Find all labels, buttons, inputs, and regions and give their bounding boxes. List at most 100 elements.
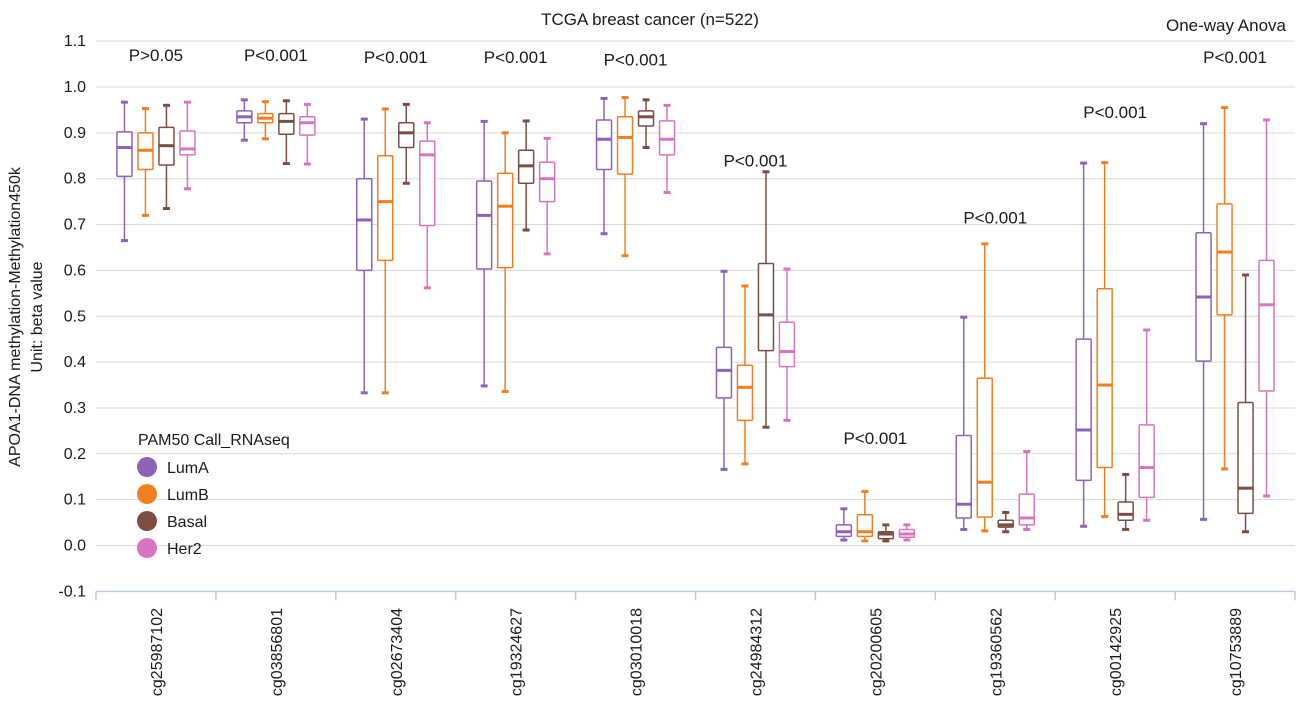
box-lumb	[976, 242, 993, 533]
box-luma	[236, 98, 253, 142]
box-iqr	[398, 122, 415, 149]
p-value-label: P<0.001	[364, 48, 428, 67]
x-tick-label: cg03010018	[629, 608, 646, 696]
box-her2	[778, 267, 796, 422]
x-axis-ticks: cg25987102 cg03856801 cg02673404 cg19324627…	[149, 608, 1245, 696]
y-tick-label: 0.2	[64, 446, 86, 463]
box-iqr	[538, 161, 556, 203]
box-iqr	[377, 155, 394, 262]
box-her2	[299, 102, 316, 166]
box-iqr	[1075, 338, 1092, 482]
box-her2	[1018, 450, 1035, 531]
box-iqr	[1018, 493, 1035, 526]
y-tick-label: 0.5	[64, 308, 86, 325]
y-axis-label: APOA1-DNA methylation-Methylation450k Un…	[7, 166, 46, 467]
y-tick-label: 0.4	[64, 354, 86, 371]
y-tick-label: 0.6	[64, 262, 86, 279]
y-tick-label: 0.7	[64, 217, 86, 234]
box-iqr	[1237, 401, 1254, 515]
box-luma	[475, 119, 493, 388]
box-iqr	[757, 262, 775, 352]
y-tick-label: 1.0	[64, 79, 86, 96]
box-lumb	[257, 100, 274, 141]
box-iqr	[1096, 287, 1113, 469]
x-tick-label: cg19360562	[988, 608, 1005, 696]
y-tick-label: 0.1	[64, 492, 86, 509]
y-tick-label: -0.1	[58, 583, 86, 600]
box-her2	[419, 121, 436, 290]
p-value-label: P<0.001	[1203, 48, 1267, 67]
box-basal	[1117, 472, 1134, 531]
box-lumb	[137, 107, 154, 217]
y-axis-label-line1: APOA1-DNA methylation-Methylation450k	[7, 166, 24, 467]
box-iqr	[715, 346, 733, 399]
legend-swatch-her2	[137, 538, 157, 558]
box-lumb	[856, 489, 874, 543]
legend-label-lumb: LumB	[167, 487, 209, 504]
x-axis	[95, 590, 1296, 601]
box-her2	[1258, 118, 1275, 498]
legend-label-her2: Her2	[167, 541, 202, 558]
box-basal	[997, 510, 1014, 534]
box-iqr	[736, 364, 754, 422]
box-luma	[595, 96, 613, 236]
box-basal	[398, 102, 415, 185]
box-iqr	[976, 377, 993, 518]
p-value-label: P<0.001	[724, 151, 788, 170]
box-lumb	[616, 96, 634, 258]
legend-items: LumA LumB Basal Her2	[137, 457, 209, 558]
y-axis-label-line2: Unit: beta value	[29, 261, 46, 372]
p-value-label: P<0.001	[1083, 103, 1147, 122]
legend: PAM50 Call_RNAseq LumA LumB Basal Her2	[137, 432, 290, 558]
box-iqr	[1216, 203, 1233, 316]
p-value-label: P<0.001	[843, 429, 907, 448]
box-her2	[658, 103, 676, 194]
box-basal	[517, 119, 535, 232]
legend-title: PAM50 Call_RNAseq	[138, 432, 290, 449]
y-tick-label: 1.1	[64, 33, 86, 50]
box-iqr	[1258, 259, 1275, 392]
box-lumb	[496, 131, 514, 393]
box-basal	[637, 98, 655, 150]
box-iqr	[299, 116, 316, 136]
box-luma	[955, 315, 972, 531]
box-luma	[116, 100, 133, 243]
box-basal	[757, 170, 775, 429]
y-tick-label: 0.9	[64, 125, 86, 142]
box-iqr	[637, 110, 655, 127]
x-tick-label: cg25987102	[149, 608, 166, 696]
p-value-label: P<0.001	[484, 48, 548, 67]
box-luma	[356, 117, 373, 395]
legend-swatch-basal	[137, 511, 157, 531]
p-value-label: P<0.001	[963, 209, 1027, 228]
x-tick-label: cg10753889	[1228, 608, 1245, 696]
box-iqr	[1117, 501, 1134, 522]
box-iqr	[778, 321, 796, 368]
box-basal	[278, 99, 295, 166]
box-basal	[877, 523, 895, 543]
x-tick-label: cg03856801	[269, 608, 286, 696]
x-tick-label: cg19324627	[509, 608, 526, 696]
p-value-label: P>0.05	[129, 46, 183, 65]
box-iqr	[1138, 424, 1155, 499]
box-luma	[1195, 122, 1212, 521]
box-iqr	[356, 177, 373, 272]
box-her2	[1138, 328, 1155, 522]
test-label: One-way Anova	[1166, 16, 1287, 35]
x-tick-label: cg24984312	[748, 608, 765, 696]
y-tick-label: 0.0	[64, 538, 86, 555]
box-iqr	[278, 112, 295, 135]
gridlines	[96, 40, 1295, 546]
box-luma	[715, 269, 733, 471]
x-tick-label: cg02673404	[389, 608, 406, 696]
box-iqr	[475, 180, 493, 270]
p-value-label: P<0.001	[604, 50, 668, 69]
y-tick-label: 0.8	[64, 171, 86, 188]
box-her2	[538, 136, 556, 256]
box-basal	[158, 103, 175, 211]
y-tick-label: 0.3	[64, 400, 86, 417]
box-iqr	[955, 434, 972, 519]
p-value-label: P<0.001	[244, 46, 308, 65]
legend-label-luma: LumA	[167, 460, 209, 477]
